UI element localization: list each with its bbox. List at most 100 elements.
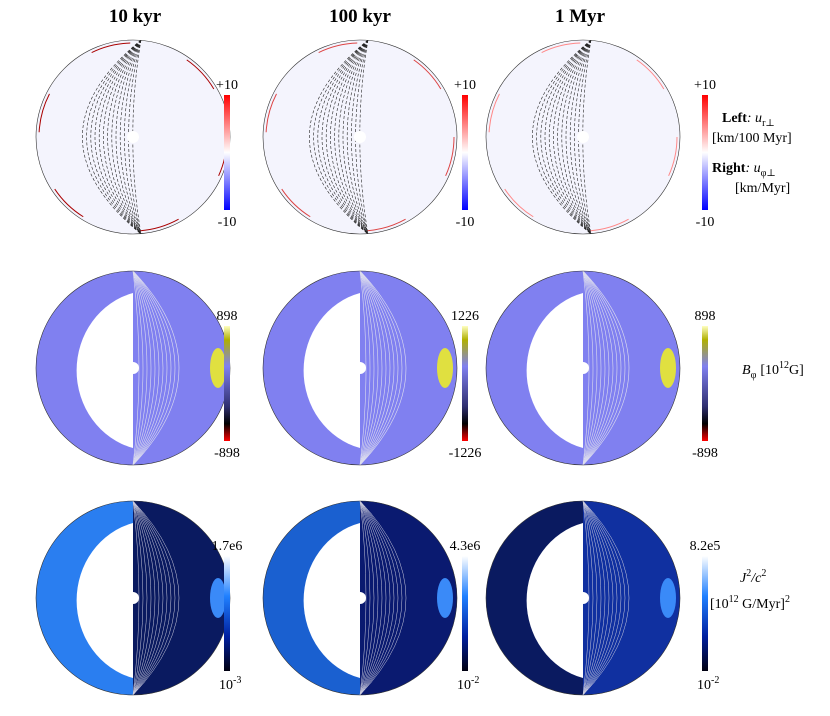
field-line (582, 501, 618, 695)
field-line (132, 501, 160, 695)
bold: Right (712, 161, 746, 176)
core (303, 523, 360, 678)
field-line (338, 40, 369, 234)
row-label: Right: uφ⊥ (712, 161, 776, 179)
field-line (98, 40, 142, 234)
field-line (111, 40, 142, 234)
field-line (342, 40, 369, 234)
field-line (544, 40, 592, 234)
rim (265, 42, 455, 232)
toroid (437, 578, 453, 618)
field-line (359, 501, 371, 695)
colorbar (702, 326, 708, 441)
colorbar-max: 4.3e6 (450, 539, 481, 554)
field-line (582, 271, 614, 465)
colorbar-min: -10 (218, 215, 237, 230)
sub: φ (751, 370, 757, 381)
sym: B (742, 363, 751, 378)
field-line (359, 501, 383, 695)
center-dot (127, 362, 139, 374)
field-line (561, 40, 592, 234)
field-line (132, 501, 172, 695)
field-line (359, 271, 379, 465)
field-line (107, 40, 142, 234)
min-base: 10 (219, 678, 233, 693)
field-line (582, 271, 602, 465)
core (526, 293, 583, 448)
outline (262, 39, 458, 235)
field-line (132, 271, 156, 465)
field-line (346, 40, 369, 234)
field-line (582, 271, 610, 465)
field-line (325, 40, 369, 234)
field-line (132, 501, 180, 695)
unit: G/Myr] (739, 597, 785, 612)
colorbar-max: 8.2e5 (690, 539, 721, 554)
field-line (132, 501, 164, 695)
field-line (132, 271, 152, 465)
field-line (317, 40, 369, 234)
field-line (582, 501, 598, 695)
min-exp: -2 (471, 675, 479, 686)
exp: 2 (761, 568, 766, 579)
field-line (359, 271, 375, 465)
exp: 12 (779, 360, 789, 371)
rim (488, 42, 678, 232)
center-dot (354, 592, 366, 604)
outline (262, 270, 458, 466)
field-line (359, 501, 407, 695)
field-line (548, 40, 592, 234)
field-line (90, 40, 142, 234)
field-line (582, 271, 594, 465)
toroid (210, 578, 226, 618)
field-line (582, 501, 614, 695)
colorbar-max: 1226 (451, 309, 479, 324)
field-line (132, 271, 160, 465)
exp: 12 (729, 594, 739, 605)
field-line (115, 40, 142, 234)
field-line (82, 40, 142, 234)
field-line (330, 40, 369, 234)
colorbar-max: +10 (216, 78, 238, 93)
field-line (582, 501, 606, 695)
field-line (359, 271, 395, 465)
exp: 2 (785, 594, 790, 605)
sym: J (740, 571, 747, 586)
field-line (582, 501, 594, 695)
toroid (660, 348, 676, 388)
core (303, 293, 360, 448)
field-line (334, 40, 369, 234)
field-line (359, 501, 375, 695)
unit: [10 (710, 597, 729, 612)
toroid (660, 578, 676, 618)
field-line (582, 271, 606, 465)
field-line (582, 501, 602, 695)
row-label: Bφ [1012G] (742, 360, 804, 381)
field-line (94, 40, 142, 234)
colorbar (462, 326, 468, 441)
colorbar-max: 1.7e6 (212, 539, 243, 554)
min-exp: -2 (711, 675, 719, 686)
field-line (359, 271, 387, 465)
colorbar (224, 326, 230, 441)
field-line (132, 501, 176, 695)
center-dot (354, 362, 366, 374)
field-line (359, 271, 383, 465)
row-label: [1012 G/Myr]2 (710, 594, 790, 612)
sym: : u (745, 161, 760, 176)
field-line (124, 40, 142, 234)
field-line (582, 501, 626, 695)
field-line (359, 271, 403, 465)
sub: r⊥ (762, 118, 775, 129)
field-line (557, 40, 592, 234)
colorbar-min: -898 (214, 446, 240, 461)
field-line (309, 40, 369, 234)
field-line (128, 40, 142, 234)
colorbar-min: -10 (456, 215, 475, 230)
colorbar (224, 556, 230, 671)
min-base: 10 (457, 678, 471, 693)
field-line (582, 271, 618, 465)
field-line (532, 40, 592, 234)
field-line (569, 40, 592, 234)
